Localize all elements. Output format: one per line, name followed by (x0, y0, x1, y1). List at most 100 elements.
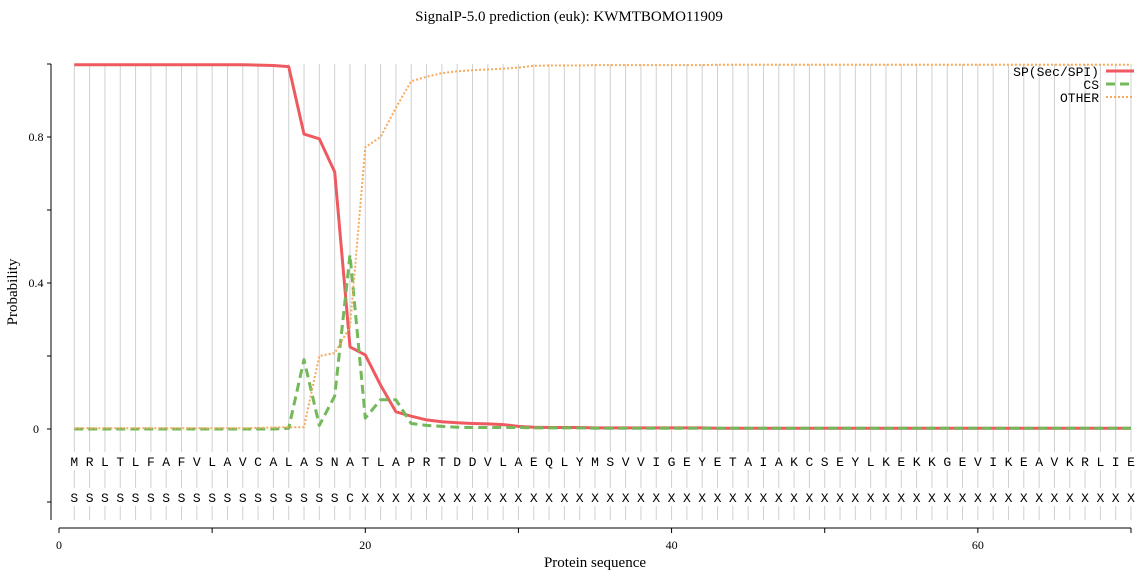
label-bg (634, 488, 647, 506)
residue-bg (389, 452, 402, 470)
residue: L (101, 455, 109, 470)
label-bg (1094, 488, 1107, 506)
residue-label: X (836, 491, 844, 506)
residue-label: X (515, 491, 523, 506)
label-bg (1048, 488, 1061, 506)
axes: 0 0.4 0.8 0 20 40 60 (29, 63, 1132, 552)
residue-label: X (377, 491, 385, 506)
residue-label: X (1005, 491, 1013, 506)
residue-bg (788, 452, 801, 470)
residue-bg (343, 452, 356, 470)
residue-label: S (147, 491, 155, 506)
residue-bg (971, 452, 984, 470)
gridlines (73, 64, 1132, 520)
label-bg (665, 488, 678, 506)
residue-bg (98, 452, 111, 470)
residue-label: X (438, 491, 446, 506)
residue-label: X (1035, 491, 1043, 506)
residue-label: X (851, 491, 859, 506)
residue: A (392, 455, 400, 470)
residue: I (989, 455, 997, 470)
label-bg (497, 488, 510, 506)
residue: K (882, 455, 890, 470)
residue: V (239, 455, 247, 470)
label-bg (313, 488, 326, 506)
label-bg (971, 488, 984, 506)
residue-label: S (254, 491, 262, 506)
residue: A (300, 455, 308, 470)
label-bg (298, 488, 311, 506)
residue-label: X (867, 491, 875, 506)
residue: S (315, 455, 323, 470)
residue-label: X (760, 491, 768, 506)
residue: A (515, 455, 523, 470)
label-bg (267, 488, 280, 506)
residue-bg (818, 452, 831, 470)
label-bg (405, 488, 418, 506)
residue: K (1066, 455, 1074, 470)
residue-label: X (545, 491, 553, 506)
residue: V (484, 455, 492, 470)
residue-bg (527, 452, 540, 470)
label-bg (726, 488, 739, 506)
residue-label: X (744, 491, 752, 506)
residue-label: S (70, 491, 78, 506)
label-bg (98, 488, 111, 506)
label-bg (252, 488, 265, 506)
residue-bg (497, 452, 510, 470)
residue: S (821, 455, 829, 470)
residue: L (132, 455, 140, 470)
residue-label: S (162, 491, 170, 506)
label-bg (619, 488, 632, 506)
label-bg (527, 488, 540, 506)
residue: K (913, 455, 921, 470)
chart-title: SignalP-5.0 prediction (euk): KWMTBOMO11… (415, 9, 723, 25)
residue-label: X (423, 491, 431, 506)
residue-label: X (897, 491, 905, 506)
residue-bg (1109, 452, 1122, 470)
label-bg (604, 488, 617, 506)
label-bg (1079, 488, 1092, 506)
residue-label: X (1096, 491, 1104, 506)
residue-label: X (469, 491, 477, 506)
residue-label: S (269, 491, 277, 506)
residue: M (591, 455, 599, 470)
label-bg (864, 488, 877, 506)
residue-label: X (530, 491, 538, 506)
residue-bg (1033, 452, 1046, 470)
residue-bg (726, 452, 739, 470)
residue: Q (545, 455, 553, 470)
residue: V (622, 455, 630, 470)
label-bg (374, 488, 387, 506)
residue-bg (925, 452, 938, 470)
residue: K (1005, 455, 1013, 470)
residue: A (775, 455, 783, 470)
residue-label: X (959, 491, 967, 506)
residue-bg (420, 452, 433, 470)
residue-bg (221, 452, 234, 470)
label-bg (451, 488, 464, 506)
residue-label: X (576, 491, 584, 506)
residue-label: X (821, 491, 829, 506)
series-line-other (74, 63, 1131, 430)
series-lines (74, 63, 1131, 431)
residue-label: X (668, 491, 676, 506)
residue-bg (435, 452, 448, 470)
residue: G (668, 455, 676, 470)
residue-bg (834, 452, 847, 470)
label-bg (757, 488, 770, 506)
y-tick-label: 0.4 (29, 276, 44, 290)
residue-label: X (805, 491, 813, 506)
residue-bg (1063, 452, 1076, 470)
residue-label: S (315, 491, 323, 506)
residue: E (714, 455, 722, 470)
residue-bg (589, 452, 601, 470)
label-bg (389, 488, 402, 506)
label-bg (696, 488, 709, 506)
residue: A (346, 455, 354, 470)
residue: F (178, 455, 186, 470)
residue-label: X (928, 491, 936, 506)
residue: T (729, 455, 737, 470)
residue-label: X (1066, 491, 1074, 506)
